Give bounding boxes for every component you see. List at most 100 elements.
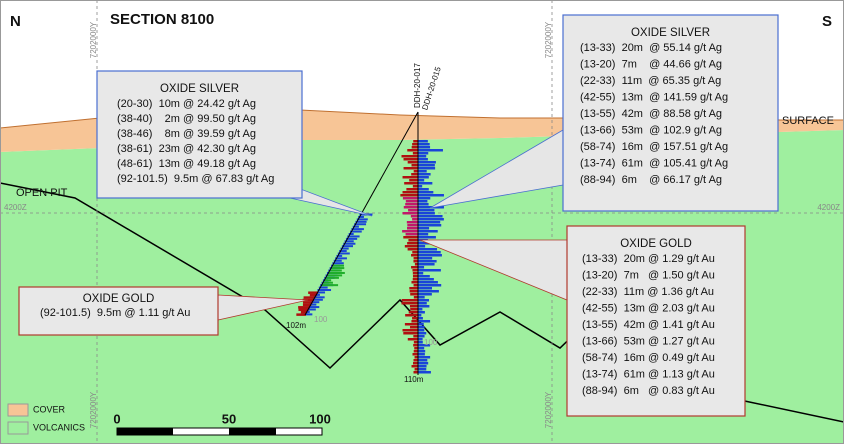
assay-bar [404, 182, 418, 185]
assay-bar [402, 197, 418, 200]
assay-bar [418, 302, 427, 305]
assay-bar [418, 356, 431, 359]
assay-bar [408, 311, 418, 314]
assay-bar [400, 194, 418, 197]
assay-bar [418, 260, 437, 263]
assay-bar [418, 158, 428, 161]
assay-bar [418, 287, 432, 290]
assay-bar [303, 313, 313, 316]
assay-bar [412, 317, 418, 320]
assay-bar [330, 269, 342, 272]
callout-row: (38-61) 23m @ 42.30 g/t Ag [117, 143, 256, 155]
callout-row: (13-74) 61m @ 105.41 g/t Ag [580, 157, 728, 169]
assay-bar [408, 239, 418, 242]
hole-label: DDH-20-017 [413, 63, 422, 108]
depth-label: 102m [286, 321, 306, 330]
assay-bar [308, 291, 319, 294]
assay-bar [332, 262, 344, 265]
assay-bar [306, 308, 316, 311]
assay-bar [355, 220, 367, 223]
elevation-label: 4200Z [817, 203, 840, 212]
assay-bar [418, 332, 427, 335]
assay-bar [404, 245, 418, 248]
assay-bar [412, 218, 418, 221]
assay-bar [418, 269, 441, 272]
callout-box [96, 70, 303, 199]
scale-bar-segment [117, 428, 173, 435]
surface-label: SURFACE [782, 115, 834, 127]
assay-bar [409, 287, 418, 290]
assay-bar [418, 284, 442, 287]
assay-bar [418, 350, 426, 353]
assay-bar [418, 197, 431, 200]
assay-bar [412, 275, 418, 278]
assay-bar [403, 236, 418, 239]
assay-bar [411, 164, 418, 167]
assay-bars [296, 140, 444, 374]
assay-bar [402, 329, 418, 332]
assay-bar [316, 291, 326, 294]
scale-bar-segment [229, 428, 276, 435]
assay-bar [418, 365, 427, 368]
assay-bar [358, 215, 364, 218]
assay-bar [413, 260, 418, 263]
callout-row: (58-74) 16m @ 0.49 g/t Au [582, 352, 715, 364]
assay-bar [410, 326, 418, 329]
assay-bar [418, 245, 426, 248]
assay-bar [403, 332, 418, 335]
assay-bar [401, 302, 418, 305]
assay-bar [309, 303, 317, 306]
assay-bar [314, 293, 320, 296]
assay-bar [418, 161, 436, 164]
assay-bar [298, 308, 309, 312]
depth-label: 110m [404, 375, 424, 384]
open-pit-label: OPEN PIT [16, 187, 68, 199]
assay-bar [322, 284, 339, 287]
assay-bar [343, 242, 356, 245]
assay-bar [418, 341, 423, 344]
assay-bar [407, 161, 418, 164]
assay-bar [405, 314, 418, 317]
assay-bar [300, 310, 308, 314]
callout-row: (88-94) 6m @ 66.17 g/t Ag [580, 174, 722, 186]
assay-bar [418, 248, 438, 251]
callout-row: (22-33) 11m @ 65.35 g/t Ag [580, 75, 721, 87]
assay-bar [412, 272, 418, 275]
assay-bar [402, 191, 418, 194]
assay-bar [418, 314, 422, 317]
assay-bar [418, 203, 429, 206]
assay-bar [347, 235, 360, 238]
assay-bar [350, 230, 362, 233]
scale-label: 50 [222, 411, 236, 426]
callout-row: (92-101.5) 9.5m @ 67.83 g/t Ag [117, 173, 274, 185]
assay-bar [418, 236, 436, 239]
callout-row: (13-20) 7m @ 44.66 g/t Ag [580, 58, 722, 70]
assay-bar [407, 338, 418, 341]
scale-label: 0 [113, 411, 120, 426]
assay-bar [412, 185, 418, 188]
assay-bar [418, 230, 438, 233]
assay-bar [310, 301, 320, 304]
assay-bar [401, 299, 418, 302]
assay-bar [418, 293, 432, 296]
assay-bar [411, 365, 418, 368]
assay-bar [414, 356, 418, 359]
assay-bar [339, 250, 347, 253]
assay-bar [412, 353, 418, 356]
callout-row: (20-30) 10m @ 24.42 g/t Ag [117, 98, 256, 110]
north-label: N [10, 13, 21, 30]
assay-bar [409, 305, 418, 308]
assay-bar [313, 296, 325, 299]
depth-tick: 100 [314, 315, 328, 324]
assay-bar [413, 362, 418, 365]
callout-box [566, 225, 746, 417]
callouts: OXIDE SILVER (20-30) 10m @ 24.42 g/t Ag (3… [18, 14, 779, 417]
assay-bar [403, 206, 418, 209]
callout-row: (13-55) 42m @ 1.41 g/t Au [582, 319, 715, 331]
assay-bar [418, 221, 441, 224]
assay-bar [336, 254, 343, 257]
assay-bar [341, 245, 354, 248]
assay-bar [410, 308, 418, 311]
assay-bar [328, 271, 345, 274]
assay-bar [409, 290, 418, 293]
